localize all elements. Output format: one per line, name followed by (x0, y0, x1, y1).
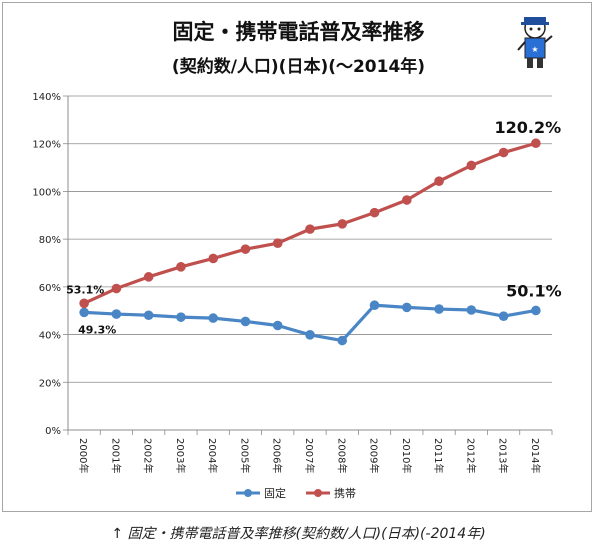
data-point-1-3 (176, 262, 186, 272)
data-point-1-1 (111, 283, 122, 294)
data-point-0-8 (337, 335, 348, 346)
data-point-1-0 (79, 298, 89, 309)
axes (63, 95, 553, 435)
x-tick-label: 2003年 (174, 438, 187, 473)
data-point-1-7 (305, 224, 315, 234)
gridlines (68, 95, 552, 431)
data-point-1-4 (208, 253, 218, 264)
y-tick-label: 140% (32, 92, 61, 103)
data-point-1-2 (143, 272, 154, 282)
x-tick-label: 2007年 (303, 438, 316, 473)
data-point-1-10 (402, 195, 412, 205)
data-point-0-7 (305, 330, 315, 340)
data-point-1-9 (369, 207, 380, 218)
label-keitai-end: 120.2% (495, 118, 562, 137)
series-lines (79, 138, 541, 346)
legend: 固定 携帯 (236, 486, 356, 500)
x-tick-label: 2009年 (368, 438, 381, 473)
data-point-0-11 (434, 304, 444, 314)
data-point-1-12 (466, 160, 477, 171)
data-point-0-3 (176, 312, 186, 322)
data-point-0-13 (498, 311, 509, 322)
y-tick-label: 0% (45, 426, 61, 437)
label-kotei-start: 49.3% (78, 323, 116, 336)
data-point-0-10 (402, 302, 412, 313)
y-tick-labels: 0% 20% 40% 60% 80% 100% 120% 140% (32, 92, 61, 437)
svg-text:★: ★ (531, 45, 538, 54)
label-keitai-start: 53.1% (66, 283, 104, 296)
y-tick-label: 100% (32, 187, 61, 198)
data-point-0-6 (272, 320, 283, 331)
x-tick-label: 2014年 (529, 438, 542, 473)
mascot-icon: ★ (517, 17, 553, 68)
data-point-1-13 (498, 147, 509, 158)
x-tick-label: 2001年 (109, 438, 122, 473)
legend-label-1: 携帯 (334, 486, 356, 500)
data-point-0-4 (208, 313, 218, 323)
data-point-0-14 (531, 305, 541, 316)
annotations: 53.1% 49.3% 120.2% 50.1% (66, 118, 561, 336)
caption: ↑ 固定・携帯電話普及率推移(契約数/人口)(日本)(-2014年) (111, 526, 486, 542)
x-tick-label: 2002年 (142, 438, 155, 473)
x-tick-label: 2013年 (497, 438, 510, 473)
data-point-1-11 (434, 176, 444, 186)
x-tick-label: 2000年 (77, 438, 90, 473)
data-point-0-0 (79, 307, 89, 318)
data-point-1-6 (272, 238, 283, 248)
legend-marker-0 (244, 489, 252, 497)
chart-frame (2, 2, 592, 512)
x-tick-labels: 2000年 2001年 2002年 2003年 2004年 2005年 2006年 2007年… (77, 438, 542, 473)
data-point-0-12 (466, 305, 477, 315)
legend-label-0: 固定 (264, 486, 286, 500)
data-point-0-5 (240, 316, 251, 327)
x-tick-label: 2011年 (432, 438, 445, 473)
y-tick-label: 80% (39, 235, 61, 246)
data-point-1-5 (240, 244, 251, 254)
y-tick-label: 60% (39, 283, 61, 294)
x-tick-label: 2008年 (335, 438, 348, 473)
x-tick-label: 2012年 (464, 438, 477, 473)
legend-marker-1 (314, 489, 322, 497)
data-point-1-8 (337, 219, 348, 229)
x-tick-label: 2010年 (400, 438, 413, 473)
x-tick-label: 2005年 (238, 438, 251, 473)
y-tick-label: 120% (32, 140, 61, 151)
data-point-0-2 (143, 310, 154, 321)
data-point-0-9 (369, 300, 380, 311)
x-tick-label: 2006年 (271, 438, 284, 473)
y-tick-label: 20% (39, 378, 61, 389)
chart-title: 固定・携帯電話普及率推移 (172, 20, 425, 44)
y-tick-label: 40% (39, 331, 61, 342)
chart-subtitle: (契約数/人口)(日本)(〜2014年) (171, 57, 426, 77)
label-kotei-end: 50.1% (506, 281, 562, 300)
data-point-1-14 (531, 138, 541, 149)
data-point-0-1 (111, 309, 122, 319)
x-tick-label: 2004年 (206, 438, 219, 473)
